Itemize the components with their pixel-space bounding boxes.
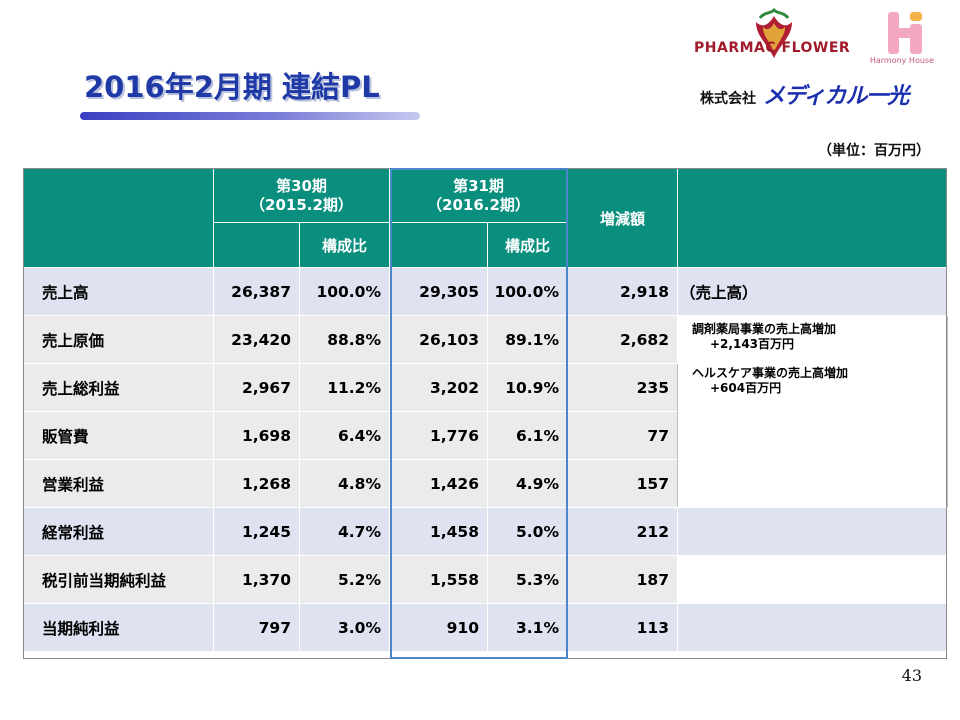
flower-logo-icon xyxy=(756,8,792,58)
diff: 2,682 xyxy=(567,315,678,364)
value-30: 797 xyxy=(213,603,300,652)
value-30: 1,698 xyxy=(213,411,300,460)
title-underline xyxy=(80,112,420,120)
ratio-31: 5.3% xyxy=(487,555,568,604)
ratio-30: 88.8% xyxy=(299,315,390,364)
header-blank xyxy=(23,168,214,268)
value-30: 26,387 xyxy=(213,267,300,316)
harmony-house-logo-icon xyxy=(888,12,922,54)
ratio-30: 5.2% xyxy=(299,555,390,604)
ratio-31: 10.9% xyxy=(487,363,568,412)
harmony-house-caption: Harmony House xyxy=(869,56,934,65)
note-line1-amount: +2,143百万円 xyxy=(710,337,795,351)
table-row: 売上高 26,387 100.0% 29,305 100.0% 2,918 （売… xyxy=(23,267,948,316)
table-row: 営業利益 1,268 4.8% 1,426 4.9% 157 xyxy=(23,459,948,508)
value-31: 1,558 xyxy=(389,555,488,604)
ratio-30: 4.8% xyxy=(299,459,390,508)
ratio-30: 11.2% xyxy=(299,363,390,412)
row-note: （売上高） xyxy=(677,267,948,316)
row-note-empty xyxy=(677,507,948,556)
header-amount30 xyxy=(213,222,300,268)
diff: 157 xyxy=(567,459,678,508)
diff: 2,918 xyxy=(567,267,678,316)
row-label: 当期純利益 xyxy=(23,603,214,652)
ratio-31: 4.9% xyxy=(487,459,568,508)
company-name: 株式会社 メディカル一光 xyxy=(700,78,909,110)
ratio-31: 6.1% xyxy=(487,411,568,460)
row-label: 経常利益 xyxy=(23,507,214,556)
header-period30: 第30期 （2015.2期） xyxy=(213,168,390,223)
unit-label: （単位：百万円） xyxy=(818,143,930,159)
ratio-31: 89.1% xyxy=(487,315,568,364)
company-brand: メディカル一光 xyxy=(762,84,909,109)
ratio-30: 6.4% xyxy=(299,411,390,460)
diff: 235 xyxy=(567,363,678,412)
row-note-empty xyxy=(677,555,948,604)
value-31: 1,426 xyxy=(389,459,488,508)
diff: 187 xyxy=(567,555,678,604)
note-line2-amount: +604百万円 xyxy=(710,381,782,395)
ratio-31: 100.0% xyxy=(487,267,568,316)
note-line1: 調剤薬局事業の売上高増加 xyxy=(692,322,837,336)
ratio-30: 3.0% xyxy=(299,603,390,652)
notes-text: 調剤薬局事業の売上高増加 +2,143百万円 ヘルスケア事業の売上高増加 +60… xyxy=(678,316,947,396)
header-ratio31: 構成比 xyxy=(487,222,568,268)
diff: 212 xyxy=(567,507,678,556)
header-notes xyxy=(677,168,948,268)
row-label: 販管費 xyxy=(23,411,214,460)
value-31: 910 xyxy=(389,603,488,652)
company-prefix: 株式会社 xyxy=(700,91,756,107)
row-label: 売上高 xyxy=(23,267,214,316)
row-label: 営業利益 xyxy=(23,459,214,508)
value-30: 1,268 xyxy=(213,459,300,508)
slide-title: 2016年2月期 連結PL xyxy=(84,70,380,104)
ratio-30: 4.7% xyxy=(299,507,390,556)
notes-cell: 調剤薬局事業の売上高増加 +2,143百万円 ヘルスケア事業の売上高増加 +60… xyxy=(677,315,948,508)
value-31: 3,202 xyxy=(389,363,488,412)
header-amount31 xyxy=(389,222,488,268)
ratio-30: 100.0% xyxy=(299,267,390,316)
value-31: 1,458 xyxy=(389,507,488,556)
row-note-empty xyxy=(677,603,948,652)
value-31: 1,776 xyxy=(389,411,488,460)
header-ratio30: 構成比 xyxy=(299,222,390,268)
value-31: 26,103 xyxy=(389,315,488,364)
table-row: 売上原価 23,420 88.8% 26,103 89.1% 2,682 調剤薬… xyxy=(23,315,948,508)
row-label: 売上総利益 xyxy=(23,363,214,412)
table-row: 販管費 1,698 6.4% 1,776 6.1% 77 xyxy=(23,411,948,460)
header-period31: 第31期 （2016.2期） xyxy=(389,168,568,223)
table-row: 税引前当期純利益 1,370 5.2% 1,558 5.3% 187 xyxy=(23,555,948,604)
pharmacy-flower-logo-text: PHARMAC FLOWER xyxy=(694,40,851,56)
diff: 113 xyxy=(567,603,678,652)
table-row: 当期純利益 797 3.0% 910 3.1% 113 xyxy=(23,603,948,652)
value-31: 29,305 xyxy=(389,267,488,316)
value-30: 1,245 xyxy=(213,507,300,556)
value-30: 1,370 xyxy=(213,555,300,604)
row-label: 売上原価 xyxy=(23,315,214,364)
value-30: 23,420 xyxy=(213,315,300,364)
ratio-31: 3.1% xyxy=(487,603,568,652)
row-label: 税引前当期純利益 xyxy=(23,555,214,604)
ratio-31: 5.0% xyxy=(487,507,568,556)
table-row: 売上総利益 2,967 11.2% 3,202 10.9% 235 xyxy=(23,363,948,412)
table-row: 経常利益 1,245 4.7% 1,458 5.0% 212 xyxy=(23,507,948,556)
note-line2: ヘルスケア事業の売上高増加 xyxy=(692,366,849,380)
header-change: 増減額 xyxy=(567,168,678,268)
page-number: 43 xyxy=(901,666,922,685)
value-30: 2,967 xyxy=(213,363,300,412)
diff: 77 xyxy=(567,411,678,460)
pl-table: 第30期 （2015.2期） 第31期 （2016.2期） 増減額 構成比 構成比 … xyxy=(23,168,948,652)
logo-area: PHARMAC FLOWER Harmony House 株式会社 メディカル一… xyxy=(694,8,934,110)
